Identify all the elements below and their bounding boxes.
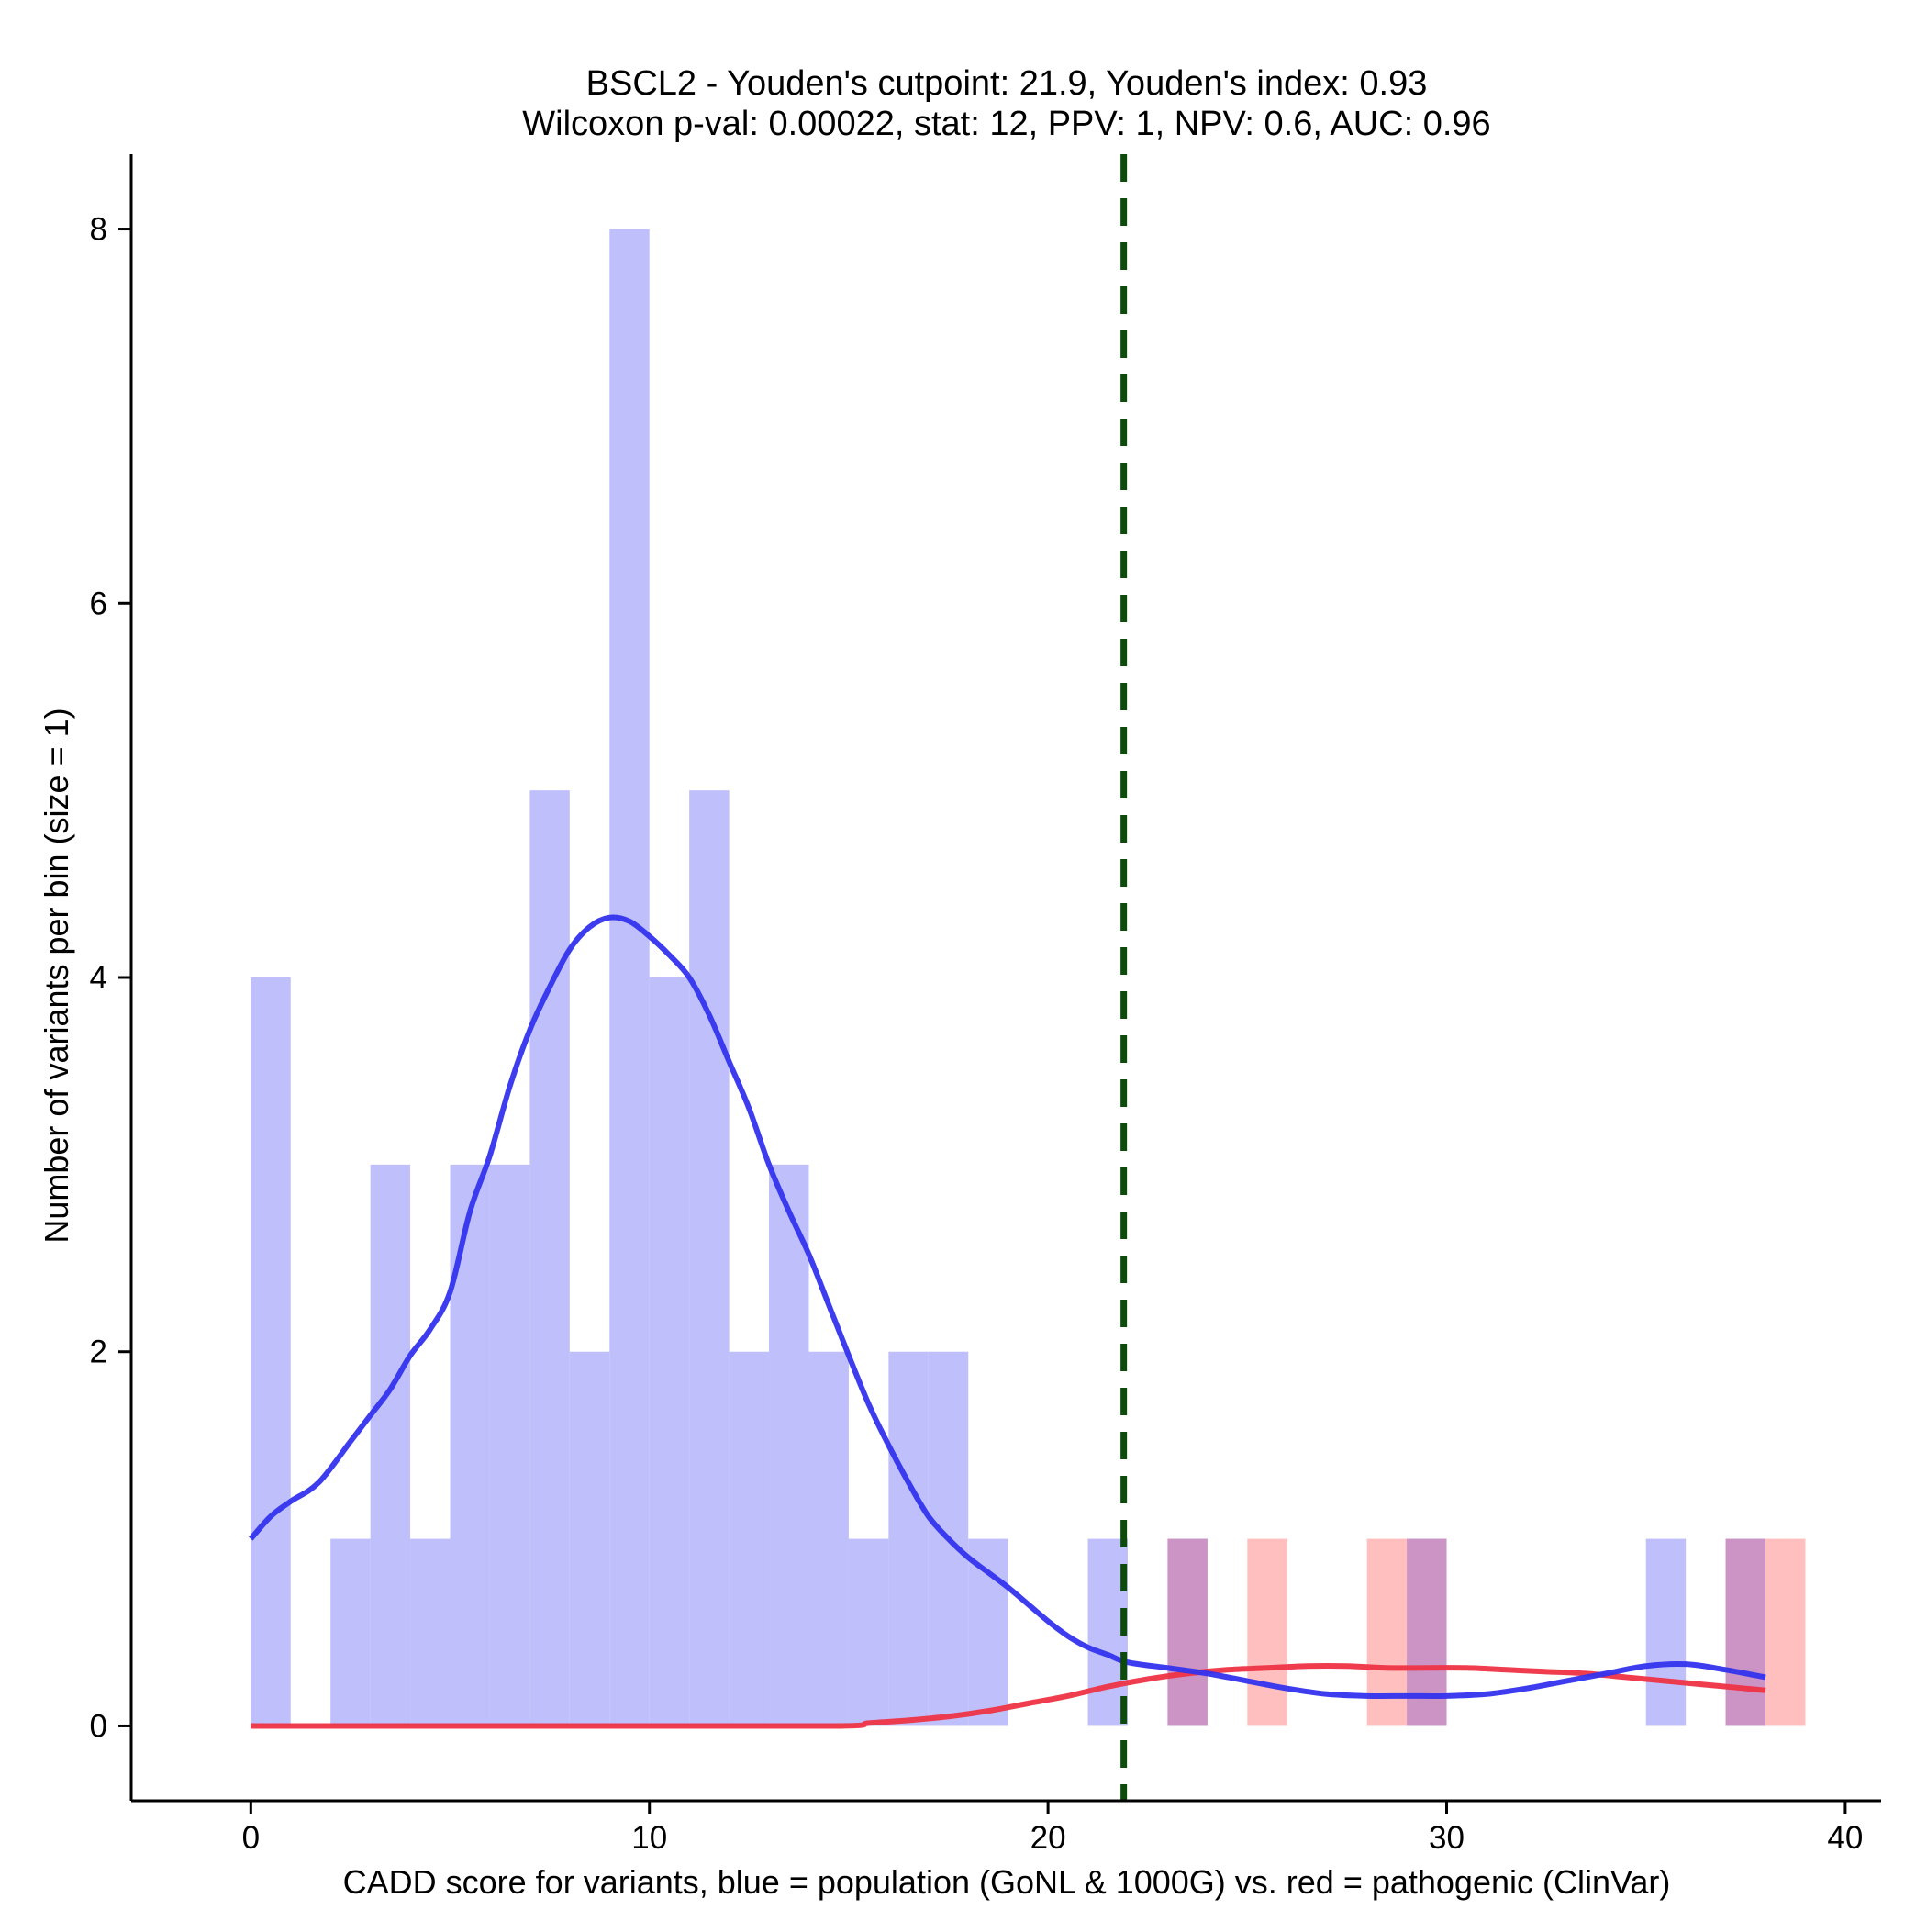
population-bar-10 — [689, 790, 730, 1726]
pathogenic-density-line — [251, 1662, 1766, 1729]
population-bar-11 — [729, 1351, 770, 1726]
y-tick-label-8: 8 — [90, 212, 107, 248]
population-bar-6 — [529, 790, 570, 1726]
x-tick-label-30: 30 — [1429, 1820, 1465, 1856]
x-tick-label-20: 20 — [1030, 1820, 1066, 1856]
population-bar-21 — [1645, 1538, 1687, 1726]
population-bar-8 — [609, 229, 650, 1726]
y-tick-label-0: 0 — [90, 1708, 107, 1744]
population-bar-7 — [569, 1351, 610, 1726]
population-bar-13 — [808, 1351, 849, 1726]
population-bar-12 — [769, 1164, 809, 1726]
chart-title-line2: Wilcoxon p-val: 0.00022, stat: 12, PPV: … — [522, 105, 1490, 143]
y-tick-label-2: 2 — [90, 1335, 107, 1370]
population-bar-15 — [888, 1351, 929, 1726]
population-bar-17 — [968, 1538, 1008, 1726]
x-tick-label-40: 40 — [1827, 1820, 1863, 1856]
pathogenic-bar-1 — [1247, 1538, 1287, 1726]
x-axis-label: CADD score for variants, blue = populati… — [343, 1863, 1671, 1901]
ticks-layer: 0 10 20 30 40 0 2 4 6 8 — [90, 212, 1864, 1856]
population-density-line — [249, 914, 1766, 1699]
population-bar-14 — [848, 1538, 889, 1726]
population-bar-9 — [649, 977, 690, 1726]
x-tick-label-0: 0 — [242, 1820, 260, 1856]
population-bar-3 — [410, 1538, 451, 1726]
chart-title-line1: BSCL2 - Youden's cutpoint: 21.9, Youden'… — [586, 64, 1428, 103]
population-bar-0 — [251, 977, 291, 1726]
y-tick-label-6: 6 — [90, 586, 107, 621]
bars-layer — [251, 229, 1806, 1726]
population-bar-4 — [450, 1164, 490, 1726]
density-lines-layer — [249, 154, 1766, 1801]
population-bar-2 — [370, 1164, 411, 1726]
y-tick-label-4: 4 — [90, 960, 107, 996]
pathogenic-bar-5 — [1765, 1538, 1806, 1726]
overlap-bar-4 — [1725, 1538, 1766, 1726]
x-tick-label-10: 10 — [631, 1820, 667, 1856]
population-bar-1 — [330, 1538, 371, 1726]
y-axis-label: Number of variants per bin (size = 1) — [38, 708, 75, 1243]
overlap-bar-0 — [1167, 1538, 1208, 1726]
population-bar-5 — [489, 1164, 530, 1726]
